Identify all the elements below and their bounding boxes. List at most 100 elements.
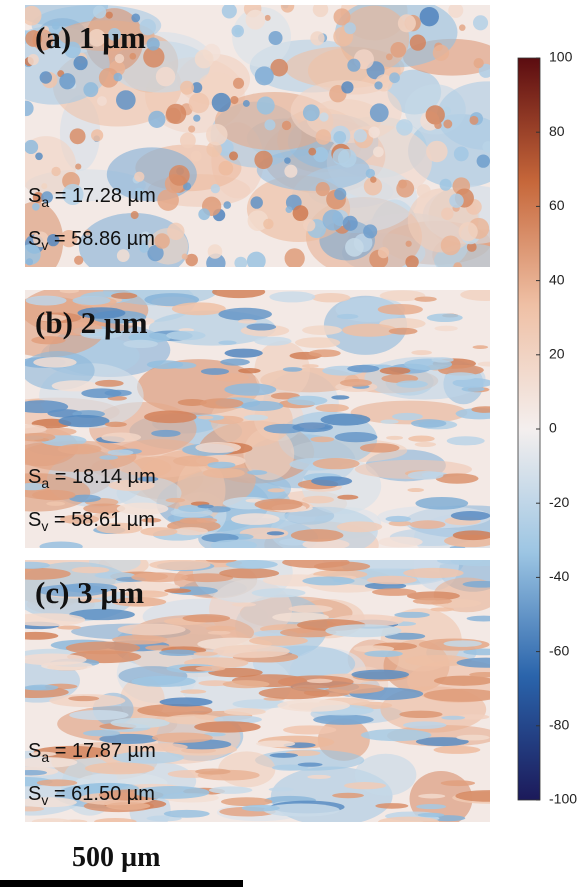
texture-grain	[334, 187, 347, 201]
texture-grain	[129, 52, 137, 60]
stat-value: = 58.61 µm	[48, 509, 155, 531]
texture-grain	[116, 502, 169, 515]
texture-grain	[281, 120, 292, 131]
texture-grain	[461, 386, 485, 392]
texture-grain	[196, 517, 218, 523]
texture-grain	[396, 179, 415, 198]
texture-grain	[195, 768, 231, 775]
texture-grain	[81, 388, 122, 399]
colorbar-tick-label: 100	[549, 49, 573, 65]
texture-grain	[188, 92, 210, 114]
texture-grain	[402, 721, 447, 729]
texture-grain	[320, 413, 371, 426]
texture-grain	[375, 803, 409, 809]
texture-grain	[344, 22, 356, 35]
texture-grain	[334, 431, 378, 443]
texture-grain	[69, 709, 129, 721]
texture-grain	[31, 818, 72, 822]
texture-grain	[194, 49, 214, 69]
texture-grain	[283, 725, 337, 735]
texture-grain	[32, 192, 44, 203]
texture-grain	[270, 58, 288, 77]
texture-grain	[193, 114, 201, 122]
texture-grain	[392, 412, 423, 421]
height-map	[25, 290, 490, 548]
texture-grain	[449, 193, 464, 208]
colorbar-tick-label: 60	[549, 197, 565, 213]
texture-grain	[277, 699, 350, 712]
texture-grain	[197, 504, 214, 509]
texture-grain	[224, 348, 263, 358]
texture-grain	[247, 210, 269, 231]
texture-blob	[25, 5, 109, 27]
texture-grain	[25, 482, 48, 491]
texture-grain	[379, 290, 426, 302]
texture-grain	[444, 372, 477, 380]
texture-grain	[202, 468, 245, 479]
texture-grain	[310, 436, 335, 443]
texture-grain	[384, 632, 426, 640]
texture-grain	[82, 730, 121, 737]
texture-grain	[249, 635, 308, 646]
texture-grain	[414, 618, 438, 623]
texture-grain	[25, 561, 51, 569]
surface-stat: Sa = 17.87 µm	[28, 740, 156, 765]
colorbar-tick-label: -20	[549, 494, 569, 510]
texture-grain	[25, 400, 69, 414]
texture-grain	[69, 608, 135, 621]
texture-grain	[210, 183, 221, 194]
texture-grain	[426, 140, 448, 163]
texture-grain	[104, 421, 127, 427]
texture-grain	[388, 520, 412, 527]
texture-grain	[113, 72, 123, 82]
texture-grain	[325, 624, 402, 638]
stat-subscript: a	[41, 194, 49, 210]
texture-grain	[448, 5, 464, 18]
texture-grain	[179, 132, 196, 149]
texture-grain	[199, 398, 244, 409]
stat-value: = 58.86 µm	[48, 228, 155, 250]
texture-grain	[397, 14, 416, 33]
texture-grain	[418, 793, 446, 799]
texture-grain	[59, 514, 100, 525]
texture-grain	[285, 206, 293, 213]
texture-grain	[57, 443, 102, 455]
texture-grain	[414, 441, 437, 447]
texture-grain	[411, 419, 447, 428]
texture-grain	[306, 678, 333, 684]
texture-grain	[180, 689, 207, 694]
texture-grain	[241, 804, 280, 812]
texture-grain	[36, 584, 109, 597]
texture-grain	[164, 714, 224, 725]
texture-grain	[25, 432, 56, 442]
texture-grain	[111, 292, 138, 299]
texture	[25, 560, 490, 822]
texture-blob	[58, 20, 155, 52]
texture-grain	[171, 302, 226, 316]
texture-grain	[303, 219, 316, 232]
texture-grain	[360, 729, 432, 742]
texture-grain	[99, 733, 159, 744]
texture-grain	[453, 146, 469, 162]
texture-grain	[181, 253, 188, 260]
texture-grain	[213, 644, 290, 658]
texture-grain	[222, 680, 270, 689]
texture-grain	[267, 488, 285, 493]
texture-grain	[297, 762, 323, 767]
texture-grain	[191, 82, 203, 94]
texture-grain	[91, 129, 104, 142]
texture-grain	[432, 44, 450, 61]
texture-grain	[315, 403, 349, 413]
texture-grain	[60, 229, 78, 248]
texture-grain	[35, 152, 43, 161]
texture-grain	[416, 803, 447, 810]
texture-grain	[416, 184, 431, 199]
texture-grain	[292, 422, 333, 433]
texture-blob	[350, 400, 468, 425]
stat-value: = 17.87 µm	[49, 740, 156, 762]
texture-grain	[408, 435, 435, 442]
texture-grain	[221, 797, 273, 807]
texture-grain	[331, 395, 350, 400]
texture-grain	[159, 649, 198, 656]
texture-grain	[108, 28, 121, 41]
